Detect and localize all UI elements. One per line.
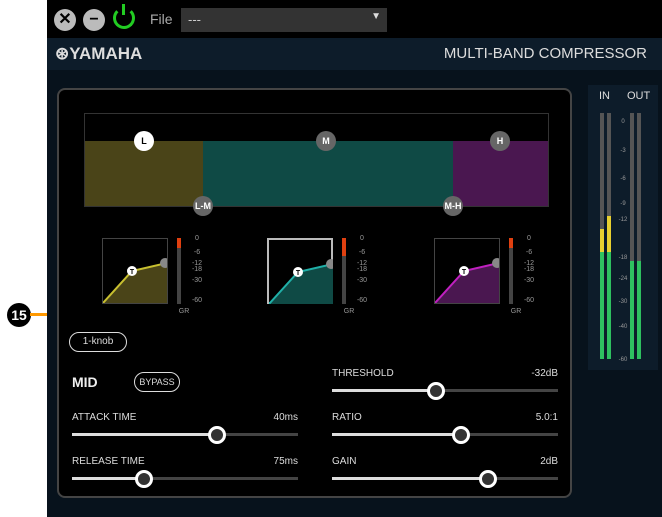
meter-scale-label: -40 — [618, 324, 628, 330]
callout-marker: 15 — [7, 303, 31, 327]
gain-label: GAIN — [332, 456, 357, 467]
file-select[interactable]: --- ▼ — [181, 8, 387, 32]
yamaha-logo: ⊛YAMAHA — [55, 44, 143, 63]
gr-scale-label: -12 — [356, 260, 368, 267]
close-icon[interactable]: ✕ — [54, 9, 76, 31]
ratio-slider[interactable] — [332, 426, 558, 444]
file-label: File — [150, 11, 173, 27]
threshold-point — [459, 266, 469, 276]
meter-scale-label: 0 — [621, 119, 625, 125]
mid-handle[interactable]: M — [316, 131, 336, 151]
gr-scale-label: -30 — [356, 277, 368, 284]
minimize-icon[interactable]: − — [83, 9, 105, 31]
gr-scale-label: -18 — [523, 266, 535, 273]
power-icon[interactable] — [113, 4, 135, 29]
gain-slider-knob[interactable] — [478, 470, 497, 488]
gain-reduction-meter — [177, 238, 181, 304]
threshold-point — [127, 266, 137, 276]
low-mid-crossover-handle[interactable]: L-M — [193, 196, 213, 216]
band-mid — [203, 141, 453, 206]
svg-text:T: T — [462, 269, 467, 276]
band-name: MID — [72, 374, 98, 390]
gr-scale-label: 0 — [360, 235, 364, 242]
compressor-graph[interactable]: T — [267, 238, 336, 305]
threshold-label: THRESHOLD — [332, 368, 394, 379]
gain-value: 2dB — [540, 456, 558, 467]
gr-scale-label: -30 — [523, 277, 535, 284]
release-slider-knob[interactable] — [135, 470, 154, 488]
gr-scale-label: -12 — [191, 260, 203, 267]
gr-scale-label: 0 — [527, 235, 531, 242]
band-display[interactable]: L M H L-M M-H — [84, 113, 549, 216]
attack-label: ATTACK TIME — [72, 412, 137, 423]
gr-scale-label: -18 — [191, 266, 203, 273]
meter-scale-label: -60 — [618, 357, 628, 363]
compressor-graph[interactable]: T — [102, 238, 170, 304]
gr-scale-label: -6 — [193, 249, 201, 256]
release-label: RELEASE TIME — [72, 456, 145, 467]
svg-text:T: T — [296, 270, 301, 277]
out-meter-bar — [630, 113, 634, 359]
band-high — [453, 141, 548, 206]
compressor-graph[interactable]: T — [434, 238, 502, 304]
threshold-value: -32dB — [531, 368, 558, 379]
release-value: 75ms — [273, 456, 298, 467]
mid-high-crossover-handle[interactable]: M-H — [443, 196, 463, 216]
threshold-point — [293, 267, 303, 277]
compressor-curve: T — [102, 258, 170, 304]
gr-scale-label: -60 — [356, 297, 368, 304]
attack-slider[interactable] — [72, 426, 298, 444]
gr-label: GR — [178, 308, 190, 315]
file-value: --- — [188, 12, 201, 27]
in-label: IN — [599, 90, 610, 102]
in-meter-bar — [607, 113, 611, 359]
gr-scale-label: -60 — [523, 297, 535, 304]
compressor-curve: T — [434, 258, 502, 304]
meter-scale-label: -9 — [620, 201, 626, 207]
gr-label: GR — [510, 308, 522, 315]
gr-scale-label: 0 — [195, 235, 199, 242]
in-meter-bar — [600, 113, 604, 359]
out-label: OUT — [627, 90, 651, 102]
meter-scale-label: -6 — [620, 176, 626, 182]
gain-slider[interactable] — [332, 470, 558, 488]
attack-value: 40ms — [273, 412, 298, 423]
compressor-curve: T — [268, 259, 336, 305]
header: ⊛YAMAHA MULTI-BAND COMPRESSOR — [47, 38, 662, 70]
low-handle[interactable]: L — [134, 131, 154, 151]
meter-scale-label: -24 — [618, 276, 628, 282]
ratio-slider-knob[interactable] — [451, 426, 470, 444]
gr-scale-label: -18 — [356, 266, 368, 273]
toolbar: ✕ − File --- ▼ — [47, 0, 662, 38]
gr-scale-label: -60 — [191, 297, 203, 304]
gr-scale-label: -12 — [523, 260, 535, 267]
threshold-slider-knob[interactable] — [426, 382, 445, 400]
meter-scale-label: -12 — [618, 217, 628, 223]
out-meter-bar — [637, 113, 641, 359]
meter-scale-label: -3 — [620, 148, 626, 154]
bypass-button[interactable]: BYPASS — [134, 372, 180, 392]
ratio-value: 5.0:1 — [535, 412, 558, 423]
band-low — [85, 141, 203, 206]
meter-scale-label: -18 — [618, 255, 628, 261]
high-handle[interactable]: H — [490, 131, 510, 151]
release-slider[interactable] — [72, 470, 298, 488]
band-panel: L M H L-M M-H T 0 -6 -12 -18 -30 -60 GR T 0 -6 -12-… — [57, 88, 572, 498]
gain-reduction-meter — [509, 238, 513, 304]
chevron-down-icon: ▼ — [371, 11, 381, 22]
gr-label: GR — [343, 308, 355, 315]
gr-scale-label: -6 — [525, 249, 533, 256]
svg-text:T: T — [130, 269, 135, 276]
gain-reduction-meter — [342, 238, 346, 304]
level-meters: IN OUT 0 -3 -6 -9 -12 -18 -24 -30 -40 -60 — [588, 85, 658, 370]
plugin-title: MULTI-BAND COMPRESSOR — [443, 45, 647, 62]
gr-scale-label: -30 — [191, 277, 203, 284]
attack-slider-knob[interactable] — [207, 426, 226, 444]
meter-scale-label: -30 — [618, 299, 628, 305]
threshold-slider[interactable] — [332, 382, 558, 400]
one-knob-button[interactable]: 1-knob — [69, 332, 127, 352]
ratio-label: RATIO — [332, 412, 362, 423]
plugin-window: ✕ − File --- ▼ ⊛YAMAHA MULTI-BAND COMPRES… — [47, 0, 662, 517]
gr-scale-label: -6 — [358, 249, 366, 256]
